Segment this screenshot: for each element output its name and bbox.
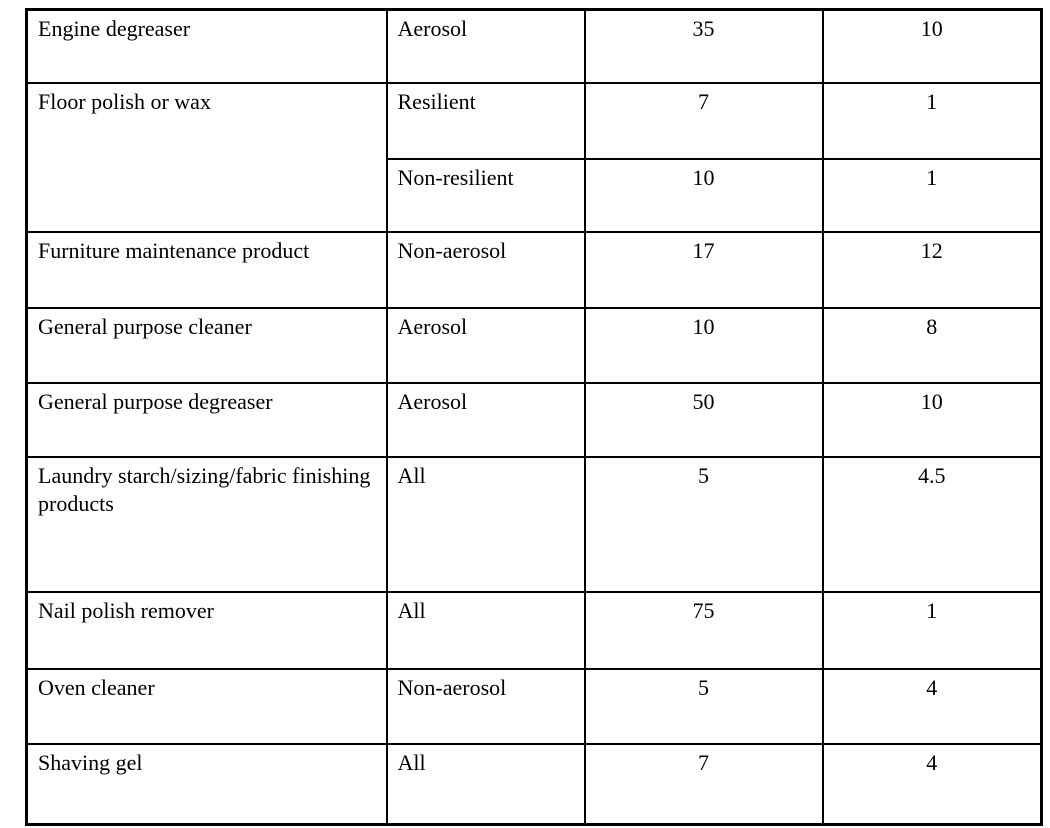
- value2-cell: 4: [821, 742, 1043, 826]
- value1-cell: 75: [583, 590, 824, 670]
- form-cell: Resilient: [385, 81, 586, 160]
- table-row: Laundry starch/sizing/fabric finishing p…: [25, 455, 1043, 593]
- value1-cell: 5: [583, 455, 824, 593]
- form-cell: Non-aerosol: [385, 230, 586, 309]
- form-cell: All: [385, 742, 586, 826]
- product-cell: General purpose degreaser: [25, 381, 388, 458]
- value1-cell: 5: [583, 667, 824, 745]
- value2-cell: 10: [821, 381, 1043, 458]
- product-cell: Nail polish remover: [25, 590, 388, 670]
- product-cell: Oven cleaner: [25, 667, 388, 745]
- value2-cell: 10: [821, 8, 1043, 84]
- value1-cell: 35: [583, 8, 824, 84]
- form-cell: Non-aerosol: [385, 667, 586, 745]
- table-row: Furniture maintenance product Non-aeroso…: [25, 230, 1043, 309]
- product-cell: Shaving gel: [25, 742, 388, 826]
- table-row: Shaving gel All 7 4: [25, 742, 1043, 826]
- product-cell: Laundry starch/sizing/fabric finishing p…: [25, 455, 388, 593]
- value1-cell: 7: [583, 742, 824, 826]
- value2-cell: 12: [821, 230, 1043, 309]
- product-cell: Furniture maintenance product: [25, 230, 388, 309]
- value2-cell: 1: [821, 157, 1043, 233]
- table-row: Engine degreaser Aerosol 35 10: [25, 8, 1043, 84]
- voc-limits-table: Engine degreaser Aerosol 35 10 Floor pol…: [25, 8, 1043, 826]
- form-cell: Non-resilient: [385, 157, 586, 233]
- product-cell: Floor polish or wax: [25, 81, 388, 233]
- value2-cell: 4: [821, 667, 1043, 745]
- value1-cell: 50: [583, 381, 824, 458]
- form-cell: Aerosol: [385, 381, 586, 458]
- form-cell: Aerosol: [385, 306, 586, 384]
- value2-cell: 1: [821, 81, 1043, 160]
- form-cell: All: [385, 590, 586, 670]
- value1-cell: 10: [583, 306, 824, 384]
- value1-cell: 17: [583, 230, 824, 309]
- table-row: Floor polish or wax Resilient 7 1: [25, 81, 1043, 233]
- form-cell: Aerosol: [385, 8, 586, 84]
- table-row: Nail polish remover All 75 1: [25, 590, 1043, 670]
- value1-cell: 7: [583, 81, 824, 160]
- product-cell: Engine degreaser: [25, 8, 388, 84]
- product-cell: General purpose cleaner: [25, 306, 388, 384]
- value2-cell: 4.5: [821, 455, 1043, 593]
- value2-cell: 1: [821, 590, 1043, 670]
- table-row: Non-resilient 10 1: [27, 157, 1043, 233]
- value1-cell: 10: [583, 157, 824, 233]
- table-row: General purpose degreaser Aerosol 50 10: [25, 381, 1043, 458]
- table-row: Oven cleaner Non-aerosol 5 4: [25, 667, 1043, 745]
- form-cell: All: [385, 455, 586, 593]
- table-row: General purpose cleaner Aerosol 10 8: [25, 306, 1043, 384]
- value2-cell: 8: [821, 306, 1043, 384]
